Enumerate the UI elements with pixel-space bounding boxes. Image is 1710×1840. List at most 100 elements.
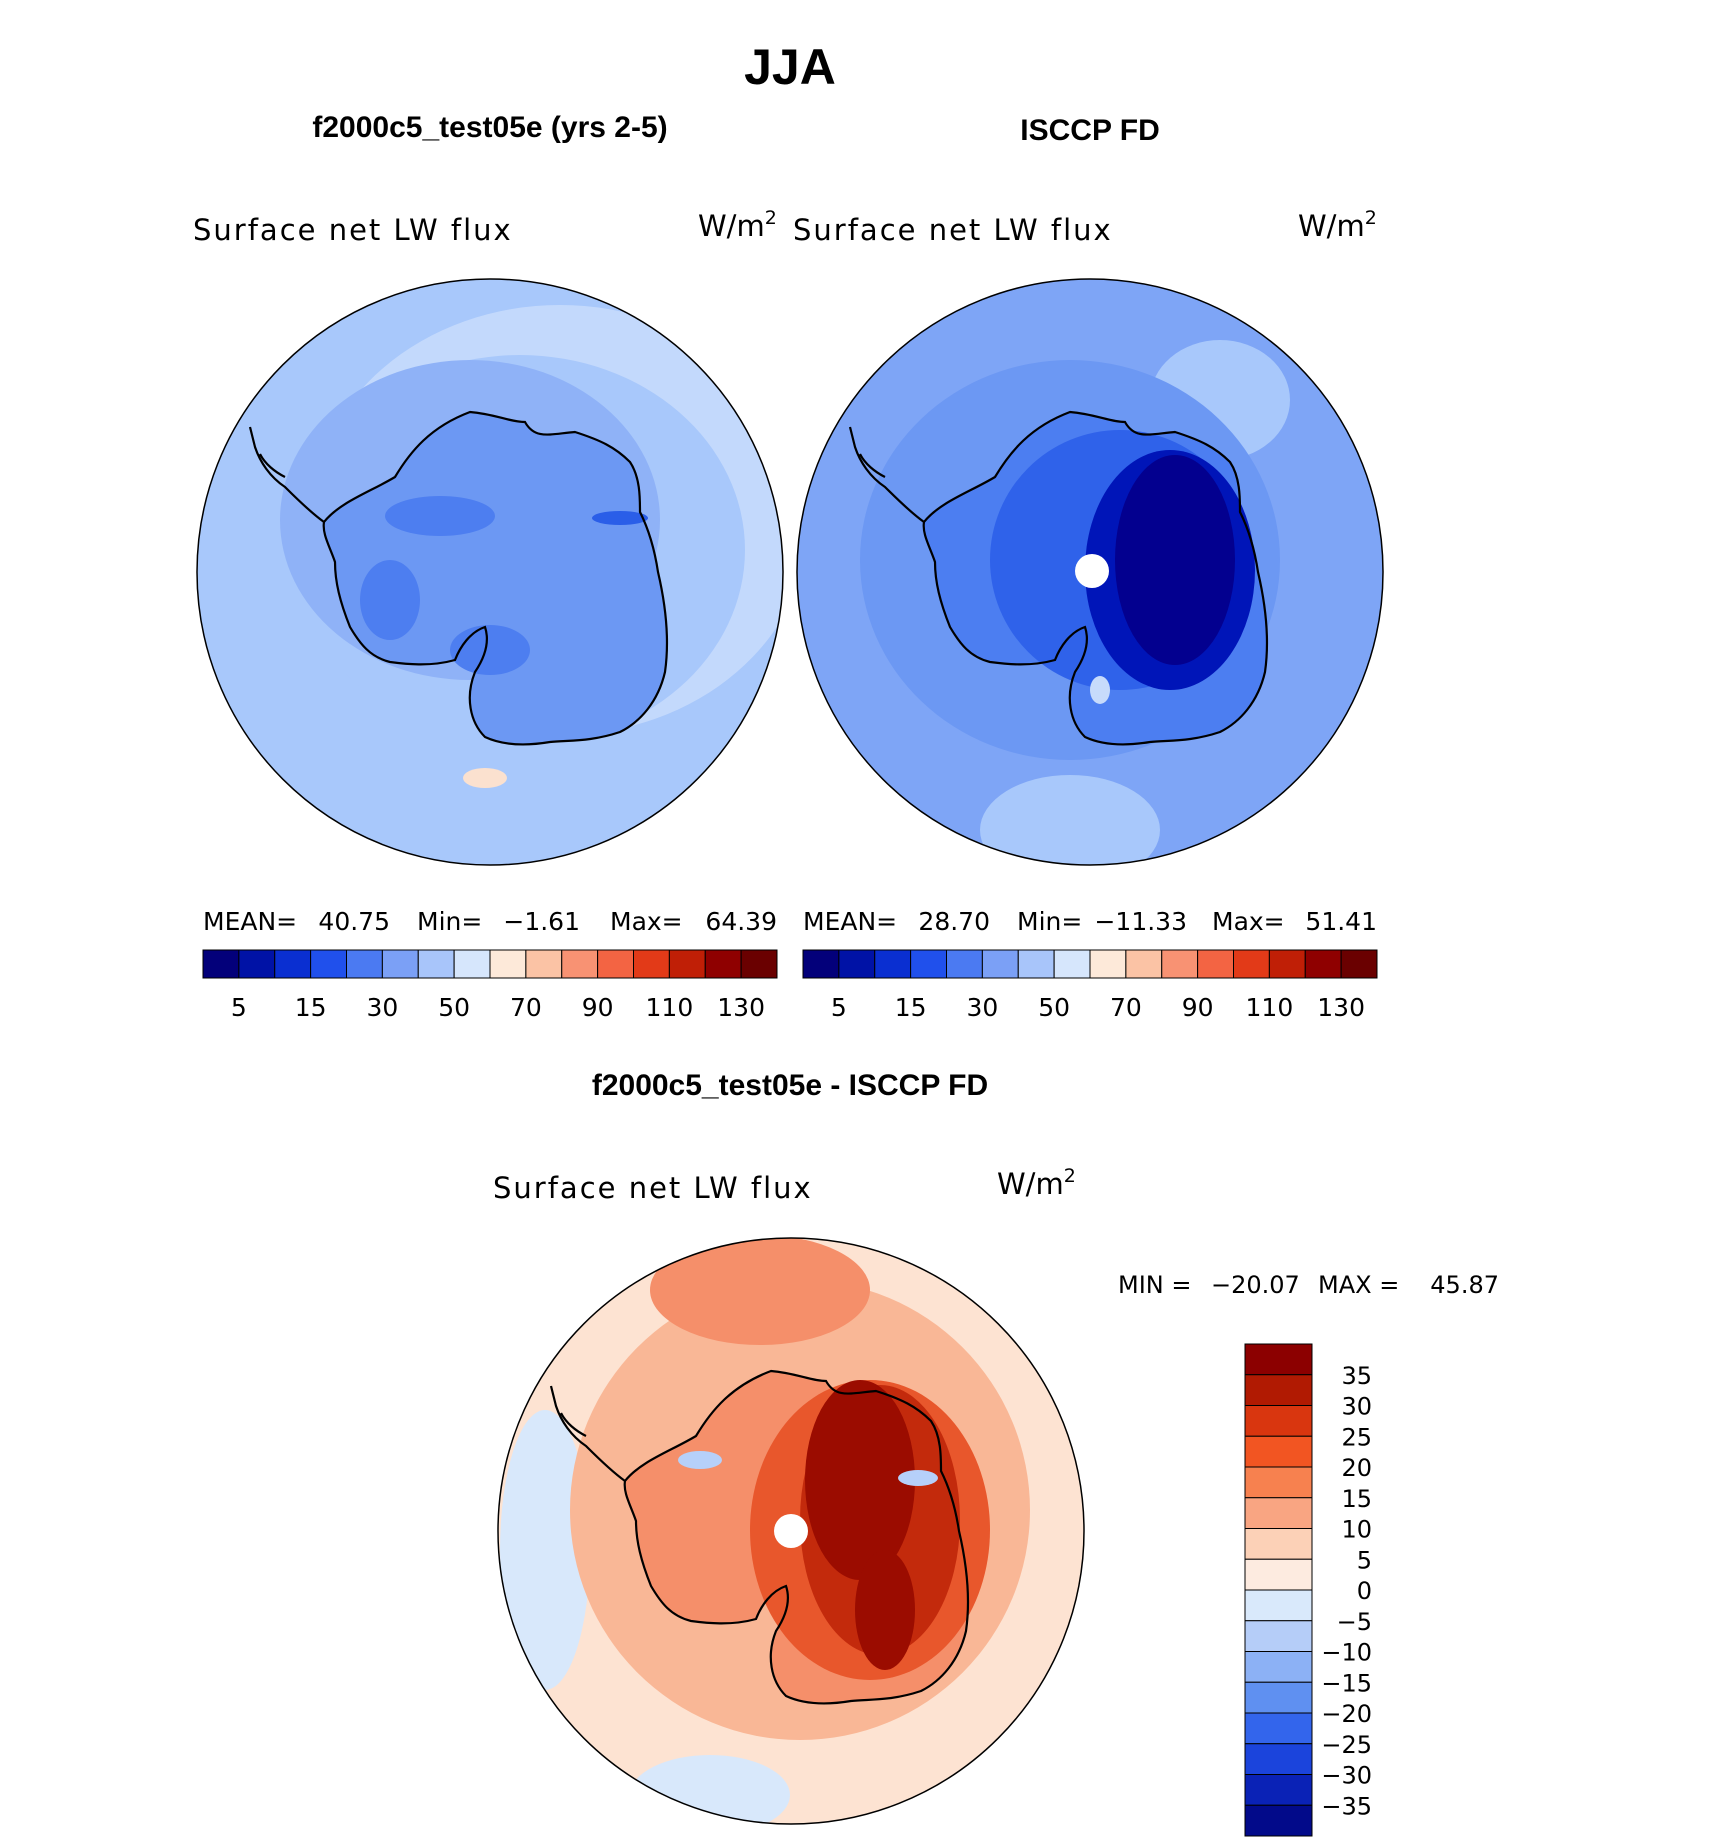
colorbar-tick-label: 70 (1110, 993, 1142, 1022)
colorbar-tick-label: 5 (831, 993, 847, 1022)
colorbar-tick-label: −5 (1337, 1608, 1372, 1636)
colorbar-tick-label: −20 (1321, 1700, 1372, 1728)
panel-diff-variable: Surface net LW flux (493, 1171, 813, 1205)
stat-mean-label: MEAN= (203, 907, 297, 936)
pole-hole (1075, 554, 1109, 588)
colorbar-tick-label: −25 (1321, 1731, 1372, 1759)
colorbar-tick-label: 5 (231, 993, 247, 1022)
stat-mean-label: MEAN= (803, 907, 897, 936)
colorbar-swatch (381, 949, 419, 979)
colorbar-swatch (1244, 1743, 1313, 1775)
colorbar-tick-label: 110 (646, 993, 694, 1022)
colorbar-swatch (453, 949, 491, 979)
panel-obs-units: W/m2 (1298, 207, 1377, 243)
stats-diff: MIN = −20.07 MAX = 45.87 (1118, 1271, 1499, 1299)
stat-max-value: 51.41 (1305, 907, 1377, 936)
map-zone (980, 775, 1160, 865)
stat-min-value: −20.07 (1211, 1271, 1300, 1299)
colorbar-swatch (1244, 1374, 1313, 1406)
units-base: W/m (997, 1167, 1064, 1201)
map-warm-core (805, 1380, 915, 1580)
panel-obs-heading: ISCCP FD (1020, 114, 1159, 147)
stat-max-label: Max= (610, 907, 683, 936)
stat-max-label: Max= (1212, 907, 1285, 936)
figure-title: JJA (744, 39, 836, 95)
colorbar-swatch (1244, 1620, 1313, 1652)
colorbar-tick-label: 50 (438, 993, 470, 1022)
pole-hole (774, 1514, 808, 1548)
colorbar-swatch (597, 949, 634, 979)
stats-obs: MEAN= 28.70 Min= −11.33 Max= 51.41 (803, 907, 1377, 936)
panel-obs-variable: Surface net LW flux (793, 213, 1113, 247)
panel-model-units: W/m2 (698, 207, 777, 243)
colorbar-swatch (668, 949, 706, 979)
colorbar-tick-label: 70 (510, 993, 542, 1022)
colorbar-swatch (274, 949, 312, 979)
map-border (497, 1237, 1085, 1825)
map-border (796, 278, 1384, 866)
colorbar-tick-label: 20 (1341, 1454, 1372, 1482)
stats-model: MEAN= 40.75 Min= −1.61 Max= 64.39 (203, 907, 777, 936)
colorbar-tick-label: 130 (717, 993, 765, 1022)
panel-model: f2000c5_test05e (yrs 2-5) Surface net LW… (193, 111, 784, 1022)
colorbar-swatch (1089, 949, 1127, 979)
colorbar-swatch (1233, 949, 1270, 979)
stat-mean-value: 40.75 (318, 907, 390, 936)
colorbar-tick-label: 25 (1341, 1423, 1372, 1451)
stat-min-value: −11.33 (1094, 907, 1187, 936)
colorbar-swatch (1053, 949, 1091, 979)
units-exponent: 2 (1064, 1165, 1076, 1187)
map-spot (1090, 676, 1110, 704)
panel-diff: f2000c5_test05e - ISCCP FD Surface net L… (493, 1069, 1499, 1837)
map-border (196, 278, 784, 866)
map-zone (650, 1238, 870, 1345)
colorbar-tick-label: 10 (1341, 1516, 1372, 1544)
polar-map-model (197, 279, 783, 865)
colorbar-swatch (1244, 1681, 1313, 1714)
colorbar-swatch (1268, 949, 1306, 979)
units-base: W/m (1298, 209, 1365, 243)
colorbar-swatch (740, 949, 778, 979)
colorbar-swatch (561, 949, 599, 979)
colorbar-swatch (633, 949, 670, 979)
colorbar-tick-label: 15 (295, 993, 327, 1022)
colorbar-tick-label: 35 (1341, 1362, 1372, 1390)
colorbar-swatch (1244, 1497, 1313, 1529)
colorbar-swatch (417, 949, 455, 979)
colorbar-swatch (525, 949, 563, 979)
panel-model-variable: Surface net LW flux (193, 213, 513, 247)
stat-max-value: 64.39 (705, 907, 777, 936)
colorbar-swatch (238, 949, 276, 979)
map-spot (463, 768, 507, 788)
colorbar-swatch (1340, 949, 1378, 979)
map-ice-core (1115, 455, 1235, 665)
stat-min-label: MIN = (1118, 1271, 1191, 1299)
map-cool-spot (678, 1451, 722, 1469)
map-ice-patch (592, 511, 648, 525)
colorbar-swatch (1161, 949, 1199, 979)
map-ice-patch (450, 625, 530, 675)
colorbar-tick-label: 90 (582, 993, 614, 1022)
map-ice-patch (360, 560, 420, 640)
colorbar-swatch (874, 949, 912, 979)
map-ice-patch (385, 496, 495, 536)
colorbar-swatch (346, 949, 383, 979)
stat-max-value: 45.87 (1430, 1271, 1499, 1299)
colorbar-swatch (1244, 1466, 1313, 1499)
colorbar-swatch (1244, 1712, 1313, 1745)
colorbar-tick-label: −15 (1321, 1669, 1372, 1697)
colorbar-swatch (838, 949, 876, 979)
panel-obs: ISCCP FD Surface net LW flux W/m2 MEAN= … (793, 114, 1384, 1022)
stat-mean-value: 28.70 (918, 907, 990, 936)
panel-model-heading: f2000c5_test05e (yrs 2-5) (312, 111, 667, 144)
colorbar-swatch (1244, 1343, 1313, 1376)
colorbar-tick-label: 130 (1317, 993, 1365, 1022)
colorbar-model: 5 15 30 50 70 90 110 130 (202, 949, 778, 1022)
units-exponent: 2 (765, 207, 777, 229)
colorbar-obs: 5 15 30 50 70 90 110 130 (802, 949, 1378, 1022)
colorbar-swatch (1244, 1558, 1313, 1591)
stat-min-value: −1.61 (503, 907, 580, 936)
colorbar-swatch (1244, 1774, 1313, 1806)
